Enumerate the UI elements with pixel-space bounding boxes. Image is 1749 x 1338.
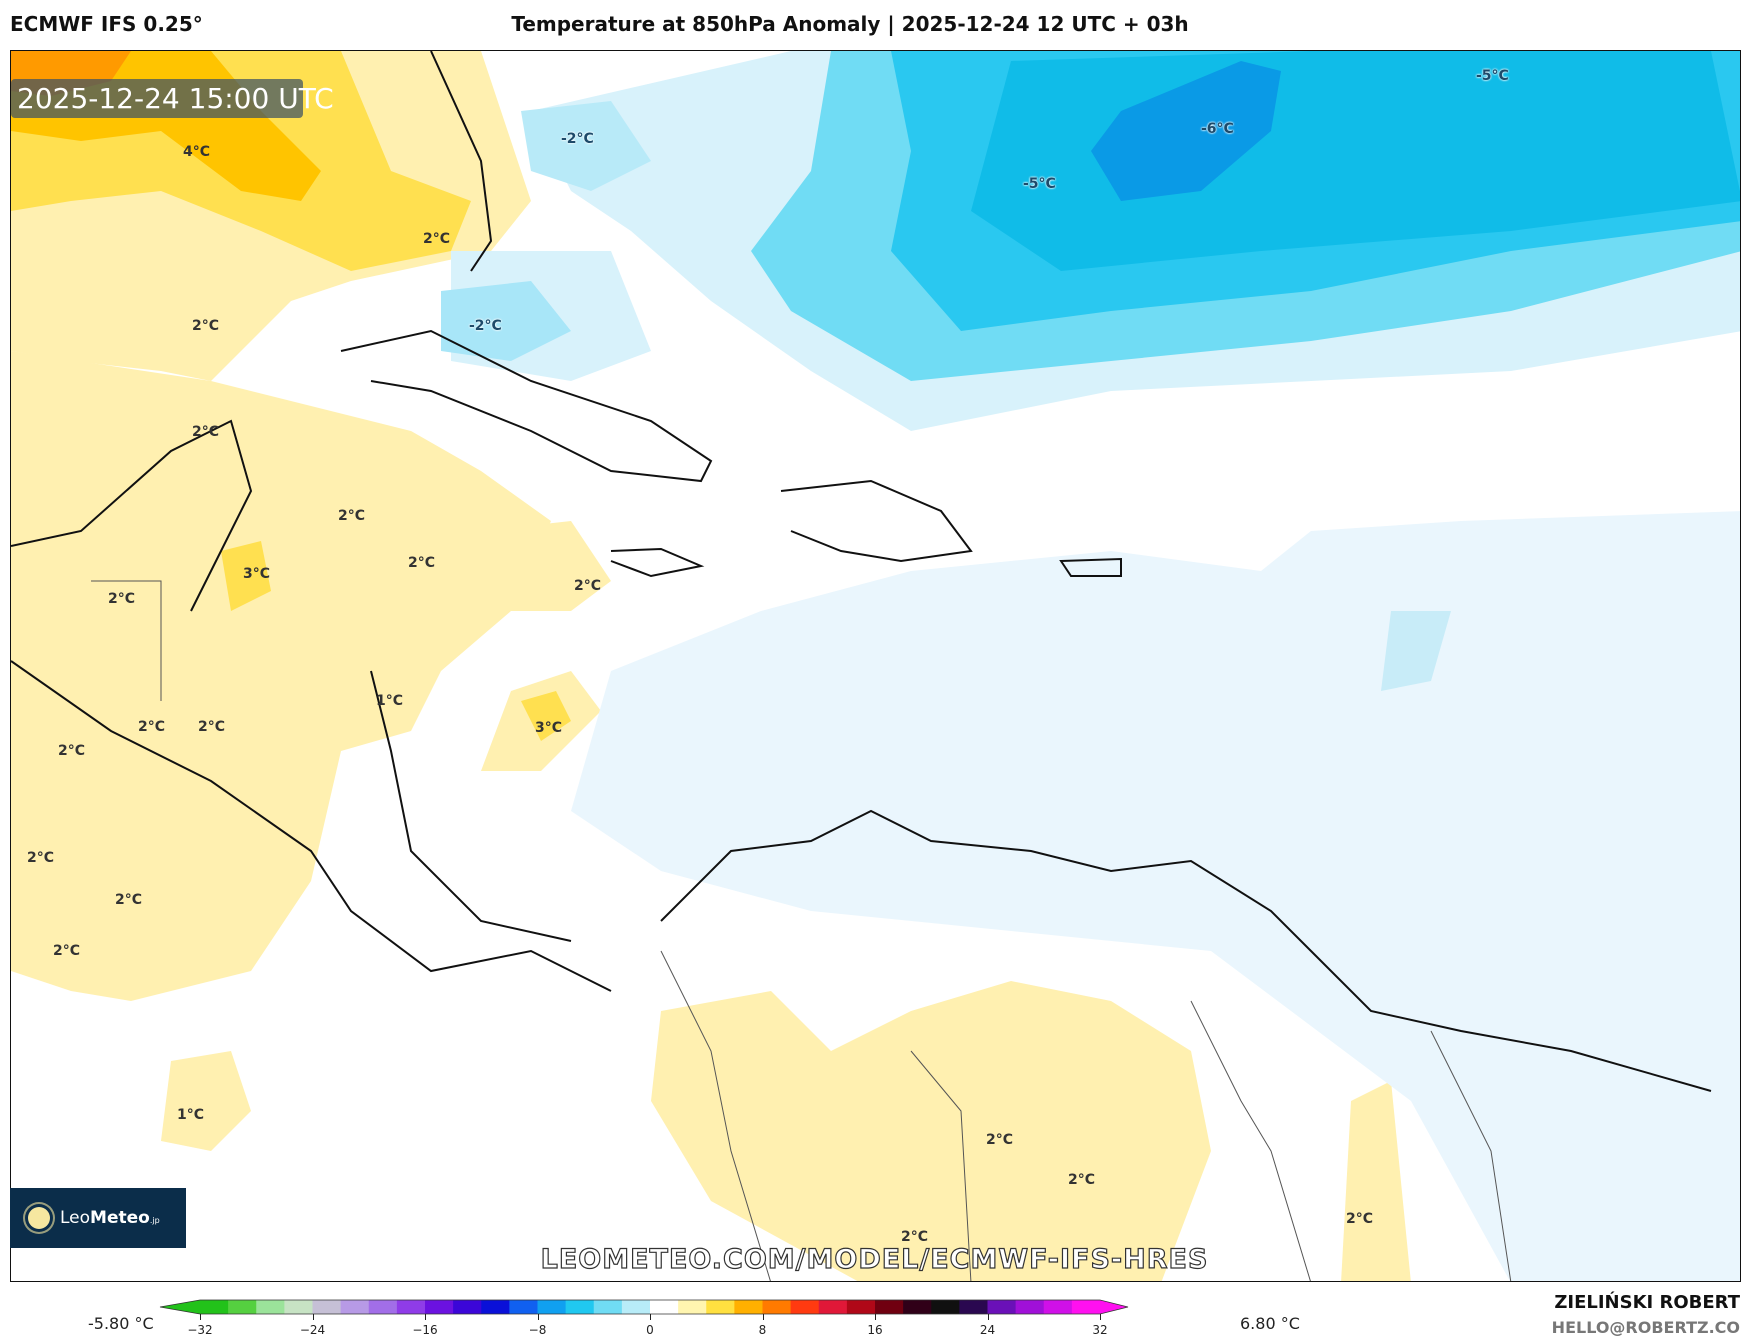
leometeo-logo[interactable]: LeoMeteo.jp bbox=[10, 1188, 186, 1248]
contour-label: 2°C bbox=[192, 424, 220, 440]
anomaly-field bbox=[11, 51, 1740, 1281]
contour-label: 2°C bbox=[58, 743, 86, 759]
contour-label: 4°C bbox=[183, 144, 211, 160]
colorbar-tick bbox=[1100, 1314, 1101, 1320]
map-panel: 2025-12-24 15:00 UTC 4°C 2°C 2°C -2°C -2°C -6… bbox=[10, 50, 1741, 1282]
logo-text: LeoMeteo.jp bbox=[60, 1208, 160, 1228]
sun-icon bbox=[28, 1207, 50, 1229]
colorbar-tick-label: 16 bbox=[867, 1323, 883, 1337]
contour-label: -5°C bbox=[1023, 176, 1056, 192]
contour-label: 1°C bbox=[177, 1107, 205, 1123]
colorbar-tick-label: −16 bbox=[412, 1323, 438, 1337]
colorbar-tick-label: 24 bbox=[979, 1323, 996, 1337]
contour-label: 2°C bbox=[53, 943, 81, 959]
valid-time-badge: 2025-12-24 15:00 UTC bbox=[11, 79, 334, 118]
warm-area-caribbean-west bbox=[11, 351, 551, 1001]
contour-label: -2°C bbox=[561, 131, 594, 147]
contour-label: 2°C bbox=[986, 1132, 1014, 1148]
cold-area-caribbean-east bbox=[571, 511, 1740, 1281]
contour-label: 2°C bbox=[198, 719, 226, 735]
colorbar-tick-label: −32 bbox=[187, 1323, 213, 1337]
contour-label: 3°C bbox=[535, 720, 563, 736]
colorbar-tick-label: −8 bbox=[528, 1323, 547, 1337]
contour-label: 2°C bbox=[574, 578, 602, 594]
author-name: ZIELIŃSKI ROBERT bbox=[1554, 1292, 1740, 1313]
colorbar-tick-label: −24 bbox=[299, 1323, 326, 1337]
colorbar-gradient bbox=[159, 1299, 1129, 1315]
author-email[interactable]: HELLO@ROBERTZ.CO bbox=[1551, 1318, 1740, 1337]
chart-title: Temperature at 850hPa Anomaly | 2025-12-… bbox=[511, 12, 1189, 36]
contour-label: 2°C bbox=[115, 892, 143, 908]
colorbar-tick bbox=[200, 1314, 201, 1320]
contour-label: 2°C bbox=[423, 231, 451, 247]
borders bbox=[91, 580, 1512, 1281]
cold-core bbox=[1091, 61, 1281, 201]
url-watermark: LEOMETEO.COM/MODEL/ECMWF-IFS-HRES bbox=[540, 1243, 1209, 1275]
colorbar-tick bbox=[537, 1314, 539, 1320]
colorbar-tick bbox=[650, 1314, 651, 1320]
colorbar-tick-label: 0 bbox=[646, 1323, 654, 1337]
colorbar-tick bbox=[425, 1314, 426, 1320]
contour-label: 2°C bbox=[408, 555, 436, 571]
contour-label: 2°C bbox=[192, 318, 220, 334]
contour-label: 2°C bbox=[1068, 1172, 1096, 1188]
contour-label: 3°C bbox=[243, 566, 271, 582]
contour-label: 2°C bbox=[1346, 1211, 1374, 1227]
colorbar-tick bbox=[987, 1314, 989, 1320]
contour-label: 2°C bbox=[138, 719, 166, 735]
colorbar-tick bbox=[875, 1314, 876, 1320]
colorbar-tick bbox=[762, 1314, 764, 1320]
contour-label: -2°C bbox=[469, 318, 502, 334]
colorbar-tick-label: 32 bbox=[1092, 1323, 1108, 1337]
contour-label: -5°C bbox=[1476, 68, 1509, 84]
contour-label: -6°C bbox=[1201, 121, 1234, 137]
contour-label: 2°C bbox=[108, 591, 136, 607]
contour-label: 1°C bbox=[376, 693, 404, 709]
contour-label: 2°C bbox=[338, 508, 366, 524]
colorbar-max-label: 6.80 °C bbox=[1240, 1314, 1300, 1333]
model-name: ECMWF IFS 0.25° bbox=[10, 12, 203, 36]
contour-label: 2°C bbox=[901, 1229, 929, 1245]
coastlines bbox=[11, 51, 1712, 1092]
colorbar-tick bbox=[312, 1314, 314, 1320]
contour-label: 2°C bbox=[27, 850, 55, 866]
colorbar-tick-label: 8 bbox=[758, 1323, 767, 1337]
colorbar: -5.80 °C −32 −24 −16 −8 0 8 16 24 32 6.80 °C bbox=[0, 1290, 1749, 1338]
colorbar-min-label: -5.80 °C bbox=[88, 1314, 154, 1333]
